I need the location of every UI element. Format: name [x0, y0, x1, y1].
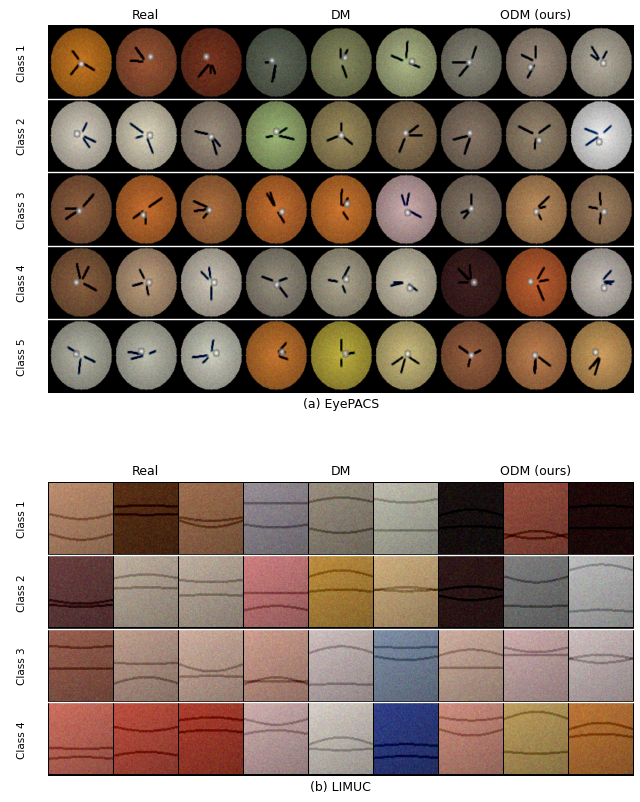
Text: (b) LIMUC: (b) LIMUC — [310, 780, 371, 793]
Text: DM: DM — [331, 464, 351, 477]
Text: Class 3: Class 3 — [17, 191, 27, 229]
Text: Class 3: Class 3 — [17, 646, 27, 684]
Text: Class 4: Class 4 — [17, 720, 27, 758]
Text: Real: Real — [132, 464, 159, 477]
Text: Class 1: Class 1 — [17, 500, 27, 537]
Text: DM: DM — [331, 9, 351, 22]
Text: Class 1: Class 1 — [17, 44, 27, 82]
Text: (a) EyePACS: (a) EyePACS — [303, 398, 379, 411]
Text: Class 2: Class 2 — [17, 118, 27, 156]
Text: Real: Real — [132, 9, 159, 22]
Text: ODM (ours): ODM (ours) — [500, 464, 572, 477]
Text: Class 5: Class 5 — [17, 338, 27, 375]
Text: ODM (ours): ODM (ours) — [500, 9, 572, 22]
Text: Class 4: Class 4 — [17, 265, 27, 302]
Text: Class 2: Class 2 — [17, 573, 27, 611]
